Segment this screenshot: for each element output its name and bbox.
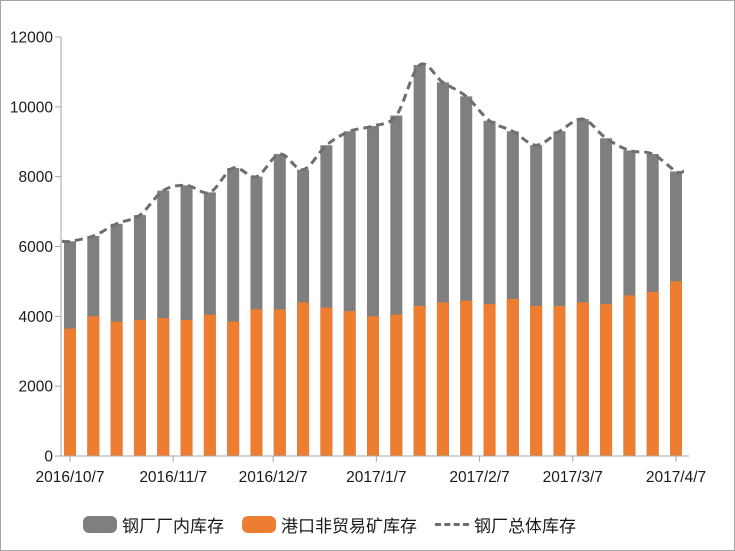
- legend-dash-icon: [435, 523, 469, 526]
- bar-port-inventory: [530, 305, 543, 456]
- legend-label-total-inventory: 钢厂总体库存: [474, 517, 576, 536]
- y-tick-label: 0: [44, 449, 53, 466]
- legend-label-port-inventory: 港口非贸易矿库存: [281, 517, 417, 536]
- bar-port-inventory: [273, 309, 286, 456]
- legend-item-plant-inventory: 钢厂厂内库存: [83, 512, 224, 537]
- y-tick-label: 12000: [10, 30, 53, 47]
- x-tick-label: 2017/1/7: [346, 469, 406, 486]
- legend-swatch-gray: [83, 516, 117, 533]
- bar-port-inventory: [110, 321, 123, 456]
- bar-port-inventory: [413, 305, 426, 456]
- bar-port-inventory: [436, 302, 449, 456]
- bar-port-inventory: [576, 302, 589, 456]
- y-tick-label: 8000: [19, 169, 54, 186]
- bar-port-inventory: [390, 314, 403, 456]
- bar-port-inventory: [320, 307, 333, 456]
- bar-port-inventory: [133, 319, 146, 456]
- bar-port-inventory: [460, 300, 473, 456]
- bar-port-inventory: [367, 316, 379, 456]
- bar-port-inventory: [623, 295, 636, 456]
- bar-port-inventory: [250, 309, 263, 456]
- total-inventory-line: [61, 62, 685, 244]
- bar-port-inventory: [343, 311, 356, 456]
- bar-port-inventory: [157, 318, 170, 456]
- x-tick-label: 2016/10/7: [36, 469, 105, 486]
- x-tick-label: 2016/11/7: [139, 469, 207, 486]
- bar-port-inventory: [203, 314, 216, 456]
- bar-port-inventory: [670, 281, 682, 456]
- bar-port-inventory: [87, 316, 100, 456]
- plot-area: 0 2000 4000 6000 8000 10000 12000 2016/10/7 2016…: [10, 30, 706, 487]
- bar-port-inventory: [646, 291, 659, 456]
- y-tick-label: 10000: [10, 99, 53, 116]
- x-tick-label: 2017/3/7: [543, 469, 603, 486]
- chart-legend: 钢厂厂内库存 港口非贸易矿库存 钢厂总体库存: [1, 512, 696, 537]
- bar-port-inventory: [297, 302, 310, 456]
- x-tick-label: 2016/12/7: [239, 469, 308, 486]
- bar-port-inventory: [227, 321, 240, 456]
- legend-swatch-orange: [242, 516, 276, 533]
- x-tick-label: 2017/2/7: [449, 469, 509, 486]
- bar-port-inventory: [600, 304, 613, 456]
- bar-port-inventory: [553, 305, 566, 456]
- legend-item-port-inventory: 港口非贸易矿库存: [242, 512, 417, 537]
- y-tick-label: 6000: [19, 239, 54, 256]
- bar-port-inventory: [506, 298, 519, 456]
- legend-label-plant-inventory: 钢厂厂内库存: [122, 517, 224, 536]
- bar-port-inventory: [180, 319, 193, 456]
- bar-port-inventory: [64, 328, 76, 456]
- y-tick-label: 2000: [19, 379, 54, 396]
- y-tick-label: 4000: [19, 309, 54, 326]
- bar-port-inventory: [483, 304, 496, 456]
- legend-item-total-inventory: 钢厂总体库存: [435, 512, 576, 537]
- x-tick-label: 2017/4/7: [646, 469, 706, 486]
